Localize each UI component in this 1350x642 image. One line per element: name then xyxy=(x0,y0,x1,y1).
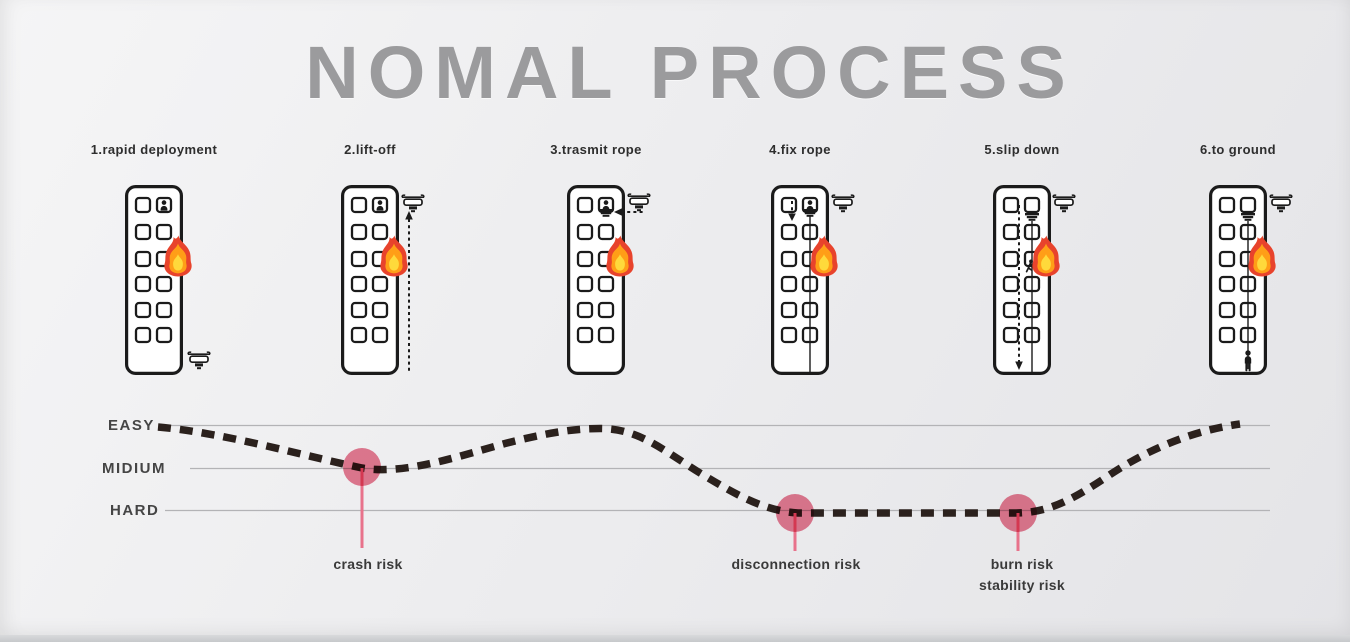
burn-risk-marker xyxy=(999,494,1037,532)
stage-illustration xyxy=(992,185,1076,376)
risk-label-disconnection: disconnection risk xyxy=(731,556,861,572)
drone-icon xyxy=(187,351,211,371)
stage-illustration xyxy=(566,185,651,376)
stage-label: 3.trasmit rope xyxy=(550,142,642,157)
page-title: NOMAL PROCESS xyxy=(305,31,1075,114)
stage-label: 6.to ground xyxy=(1200,142,1276,157)
stage-label: 5.slip down xyxy=(984,142,1060,157)
level-label-midium: MIDIUM xyxy=(102,460,166,477)
stage-fix-rope: 4.fix rope xyxy=(720,140,880,400)
stage-illustration xyxy=(770,185,855,376)
stage-to-ground: 6.to ground xyxy=(1158,140,1318,400)
stage-rapid-deployment: 1.rapid deployment xyxy=(74,140,234,400)
building-icon xyxy=(770,185,830,376)
drone-icon xyxy=(401,194,425,214)
stage-illustration xyxy=(124,185,211,376)
drone-icon xyxy=(1269,194,1293,214)
drone-icon xyxy=(1052,194,1076,214)
stage-slip-down: 5.slip down xyxy=(942,140,1102,400)
drone-icon xyxy=(627,193,651,213)
risk-label-burn-stability: burn risk stability risk xyxy=(922,554,1122,596)
building-icon xyxy=(1208,185,1268,376)
risk-label-line: stability risk xyxy=(979,577,1065,593)
bottom-shadow-band xyxy=(0,635,1350,642)
risk-label-crash: crash risk xyxy=(333,556,403,572)
stage-lift-off: 2.lift-off xyxy=(290,140,450,400)
down-arrow-icon xyxy=(788,213,796,221)
level-label-hard: HARD xyxy=(110,502,160,519)
stage-label: 4.fix rope xyxy=(769,142,831,157)
building-icon xyxy=(992,185,1052,376)
difficulty-curve xyxy=(157,420,1241,517)
stage-label: 2.lift-off xyxy=(344,142,396,157)
left-arrow-icon xyxy=(614,208,622,216)
stage-illustration xyxy=(1208,185,1293,376)
down-arrow-icon xyxy=(1015,361,1023,370)
risk-label-line: burn risk xyxy=(990,556,1054,572)
stage-illustration xyxy=(341,185,425,376)
drone-icon xyxy=(831,194,855,214)
stage-transmit-rope: 3.trasmit rope xyxy=(516,140,676,400)
crash-risk-marker xyxy=(343,448,381,486)
building-icon xyxy=(341,185,399,376)
disconnection-risk-marker xyxy=(776,494,814,532)
stage-label: 1.rapid deployment xyxy=(90,142,218,157)
up-arrow-icon xyxy=(405,211,413,220)
building-icon xyxy=(124,185,183,376)
level-label-easy: EASY xyxy=(108,417,155,434)
building-icon xyxy=(566,185,626,376)
